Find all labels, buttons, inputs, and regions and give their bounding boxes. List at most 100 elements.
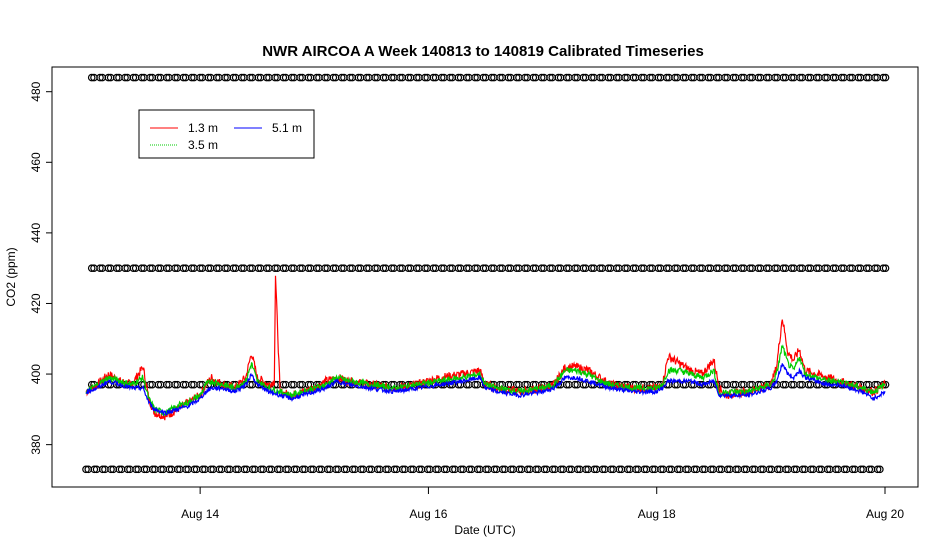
x-axis: Aug 14 Aug 16 Aug 18 Aug 20 xyxy=(181,487,904,521)
reference-point xyxy=(687,73,696,82)
reference-point xyxy=(804,380,813,389)
reference-point xyxy=(665,465,674,474)
reference-point xyxy=(548,465,557,474)
reference-point xyxy=(596,264,604,272)
reference-point xyxy=(537,73,546,82)
reference-point xyxy=(204,264,213,272)
reference-point xyxy=(279,73,288,82)
reference-point xyxy=(779,73,788,82)
reference-point xyxy=(729,73,738,82)
reference-point xyxy=(562,380,571,389)
reference-point xyxy=(312,73,321,82)
y-tick-label: 420 xyxy=(29,293,43,313)
reference-point xyxy=(881,73,890,82)
reference-point xyxy=(707,465,715,474)
reference-point xyxy=(273,465,282,474)
reference-point xyxy=(690,465,699,474)
reference-point xyxy=(604,73,613,82)
reference-point xyxy=(754,264,763,272)
reference-point xyxy=(262,73,271,82)
reference-point xyxy=(312,264,321,272)
reference-point xyxy=(604,264,613,272)
reference-point xyxy=(679,73,688,82)
reference-point xyxy=(837,264,846,272)
reference-point xyxy=(779,380,788,389)
reference-point xyxy=(262,264,271,272)
reference-point xyxy=(798,465,807,474)
reference-point xyxy=(696,73,704,82)
reference-point xyxy=(379,264,388,272)
reference-point xyxy=(546,73,554,82)
reference-point xyxy=(204,73,213,82)
reference-point xyxy=(521,264,529,272)
reference-point xyxy=(348,465,357,474)
reference-point xyxy=(821,264,829,272)
reference-point xyxy=(229,73,238,82)
reference-point xyxy=(737,73,746,82)
reference-point xyxy=(498,465,507,474)
reference-point xyxy=(862,380,871,389)
reference-point xyxy=(87,73,96,82)
reference-point xyxy=(187,73,196,82)
reference-point xyxy=(587,264,596,272)
reference-point xyxy=(881,264,890,272)
reference-point xyxy=(173,465,182,474)
reference-point xyxy=(221,264,229,272)
reference-point xyxy=(190,465,199,474)
reference-point xyxy=(515,465,524,474)
reference-point xyxy=(112,73,121,82)
reference-point xyxy=(721,380,729,389)
reference-point xyxy=(490,465,499,474)
reference-point xyxy=(179,264,188,272)
reference-point xyxy=(746,380,754,389)
reference-point xyxy=(362,73,371,82)
reference-point xyxy=(479,73,488,82)
reference-point xyxy=(537,264,546,272)
reference-point xyxy=(773,465,782,474)
reference-point xyxy=(704,73,713,82)
reference-point xyxy=(698,465,707,474)
reference-point xyxy=(237,73,246,82)
reference-points-layer xyxy=(82,73,890,474)
reference-point xyxy=(354,73,363,82)
reference-point xyxy=(154,380,163,389)
reference-point xyxy=(279,264,288,272)
reference-point xyxy=(471,264,479,272)
reference-point xyxy=(640,465,649,474)
reference-point xyxy=(812,264,821,272)
reference-point xyxy=(307,465,315,474)
reference-point xyxy=(346,264,354,272)
reference-point xyxy=(296,380,304,389)
reference-point xyxy=(571,73,579,82)
reference-point xyxy=(829,73,838,82)
reference-point xyxy=(840,465,849,474)
reference-point xyxy=(704,264,713,272)
reference-point xyxy=(637,73,646,82)
y-tick-label: 380 xyxy=(29,434,43,454)
reference-point xyxy=(473,465,482,474)
reference-point xyxy=(296,73,304,82)
reference-point xyxy=(396,73,404,82)
reference-point xyxy=(196,264,204,272)
reference-point xyxy=(162,380,171,389)
reference-point xyxy=(807,465,815,474)
reference-point xyxy=(282,465,290,474)
reference-point xyxy=(646,264,654,272)
reference-point xyxy=(790,465,799,474)
reference-point xyxy=(387,73,396,82)
reference-point xyxy=(104,73,113,82)
reference-point xyxy=(471,73,479,82)
legend-label-3: 3.5 m xyxy=(188,138,218,152)
reference-point xyxy=(440,465,449,474)
reference-point xyxy=(171,264,179,272)
reference-point xyxy=(457,465,465,474)
reference-point xyxy=(732,465,740,474)
reference-point xyxy=(529,73,538,82)
reference-point xyxy=(521,73,529,82)
reference-point xyxy=(354,264,363,272)
reference-point xyxy=(512,380,521,389)
reference-point xyxy=(487,264,496,272)
reference-point xyxy=(804,73,813,82)
reference-point xyxy=(729,264,738,272)
reference-point xyxy=(846,264,854,272)
